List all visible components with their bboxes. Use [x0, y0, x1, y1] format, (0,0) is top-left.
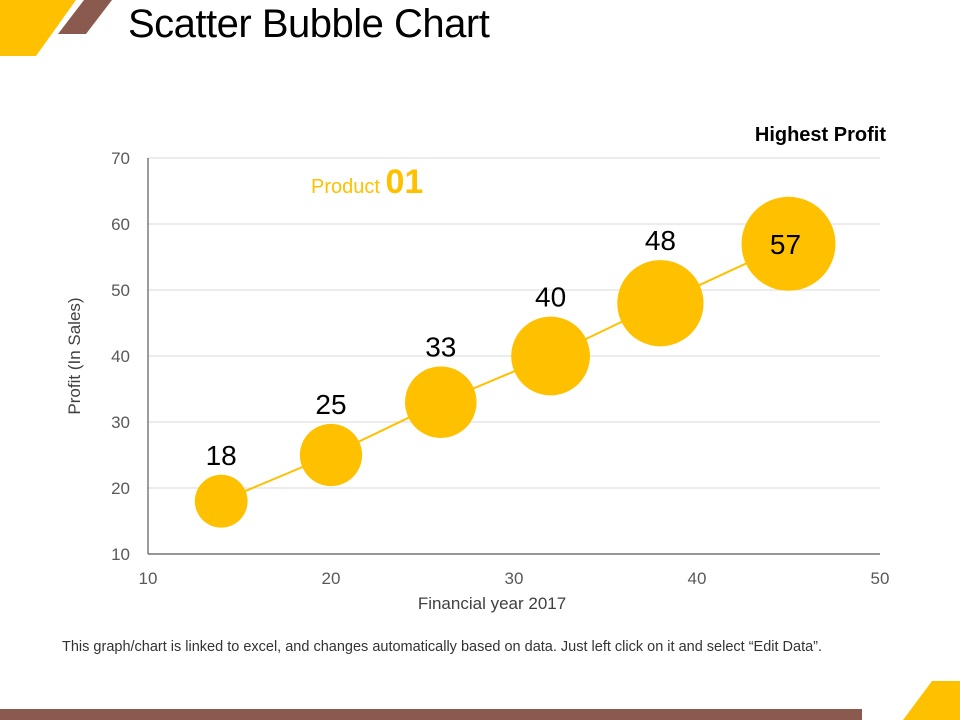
y-tick-label: 60 — [111, 215, 130, 234]
x-tick-label: 30 — [505, 569, 524, 588]
y-tick-label: 50 — [111, 281, 130, 300]
y-tick-label: 20 — [111, 479, 130, 498]
bubble-3 — [405, 366, 477, 438]
y-tick-label: 40 — [111, 347, 130, 366]
x-tick-label: 40 — [688, 569, 707, 588]
x-tick-label: 10 — [139, 569, 158, 588]
x-axis-title: Financial year 2017 — [418, 594, 566, 613]
bubble-data-label: 33 — [425, 331, 456, 362]
x-tick-label: 50 — [871, 569, 890, 588]
page-title: Scatter Bubble Chart — [128, 2, 490, 46]
x-tick-label: 20 — [322, 569, 341, 588]
bottom-brown-bar — [0, 709, 862, 720]
highest-profit-annotation: Highest Profit — [755, 124, 886, 146]
y-axis-title: Profit (In Sales) — [65, 297, 84, 414]
bubble-chart: 10 20 30 40 50 60 70 10 20 30 40 50 Financial year 2… — [65, 124, 890, 613]
bottom-right-yellow-shape — [903, 681, 960, 720]
bubble-data-label: 25 — [315, 389, 346, 420]
bubble-data-label: 57 — [770, 229, 801, 260]
bubble-6 — [741, 196, 836, 291]
legend-number: 01 — [385, 163, 423, 201]
bubble-4 — [511, 316, 590, 396]
y-tick-label: 70 — [111, 149, 130, 168]
bubble-data-label: 48 — [645, 225, 676, 256]
bubble-data-label: 40 — [535, 282, 566, 313]
accent-yellow-shape — [0, 0, 76, 56]
y-tick-label: 10 — [111, 545, 130, 564]
footer-note: This graph/chart is linked to excel, and… — [62, 639, 823, 655]
bubble-2 — [299, 423, 363, 487]
bubble-5 — [617, 260, 704, 347]
bubble-data-label: 18 — [206, 440, 237, 471]
legend-label: Product 01 — [311, 163, 423, 201]
y-tick-label: 30 — [111, 413, 130, 432]
legend-prefix: Product — [311, 176, 385, 198]
accent-brown-stripe — [58, 0, 112, 34]
bubble-1 — [194, 474, 248, 528]
